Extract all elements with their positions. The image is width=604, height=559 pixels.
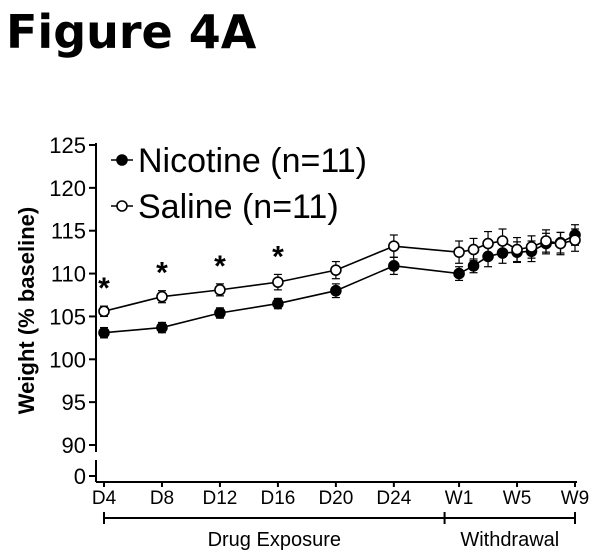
y-tick-label: 0	[74, 464, 86, 489]
significance-asterisk: *	[98, 272, 110, 305]
saline-point	[330, 264, 342, 276]
nicotine-point	[98, 326, 110, 339]
nicotine-point	[156, 321, 168, 334]
series-saline	[98, 228, 581, 318]
legend-marker-filled	[116, 154, 128, 166]
significance-asterisk: *	[272, 240, 284, 273]
phase-label: Withdrawal	[460, 529, 559, 551]
x-tick-label: D16	[260, 488, 295, 509]
legend: Nicotine (n=11) Saline (n=11)	[111, 142, 367, 226]
y-axis-title: Weight (% baseline)	[14, 207, 39, 414]
saline-point	[540, 235, 552, 247]
saline-point	[388, 240, 400, 252]
nicotine-point	[214, 307, 226, 319]
saline-point	[156, 290, 168, 303]
x-tick-label: D12	[203, 488, 238, 509]
legend-label: Saline (n=11)	[138, 188, 339, 226]
axes: 0 90 95 100 105 110 115 120 125 D4 D8 D12 D16 D20 D24 W…	[14, 133, 589, 551]
y-tick-label: 110	[51, 262, 86, 287]
x-tick-label: W5	[503, 488, 532, 509]
y-tick-label: 90	[62, 433, 86, 458]
phase-label: Drug Exposure	[208, 529, 341, 551]
x-tick-label: W9	[561, 488, 590, 509]
series-layer	[98, 224, 581, 339]
legend-marker-open	[116, 200, 128, 212]
nicotine-point	[272, 297, 284, 310]
saline-point	[482, 237, 494, 250]
y-tick-label: 120	[49, 176, 86, 201]
x-tick-label: D24	[376, 488, 411, 509]
x-tick-label: D8	[150, 488, 174, 509]
significance-asterisk: *	[214, 250, 226, 283]
saline-point	[272, 276, 284, 288]
figure-title: Figure 4A	[6, 5, 257, 59]
x-tick-label: D4	[92, 488, 117, 509]
y-tick-label: 105	[49, 304, 86, 329]
nicotine-point	[330, 284, 342, 297]
saline-point	[511, 243, 523, 256]
saline-point	[525, 241, 538, 253]
x-tick-label: D20	[318, 488, 353, 509]
saline-point	[467, 243, 480, 256]
y-tick-label: 95	[62, 390, 86, 415]
legend-label: Nicotine (n=11)	[138, 142, 367, 180]
nicotine-point	[467, 260, 480, 272]
saline-point	[496, 235, 509, 247]
y-tick-label: 100	[49, 347, 86, 372]
nicotine-point	[388, 260, 400, 272]
nicotine-point	[453, 267, 465, 280]
saline-point	[453, 246, 465, 258]
x-tick-label: W1	[445, 488, 474, 509]
y-tick-label: 125	[49, 133, 86, 158]
annotations: * * * *	[98, 240, 284, 305]
y-tick-label: 115	[51, 219, 86, 244]
saline-point	[98, 305, 110, 318]
significance-asterisk: *	[156, 257, 168, 290]
saline-point	[569, 234, 581, 246]
saline-point	[214, 284, 226, 296]
saline-point	[554, 237, 567, 250]
